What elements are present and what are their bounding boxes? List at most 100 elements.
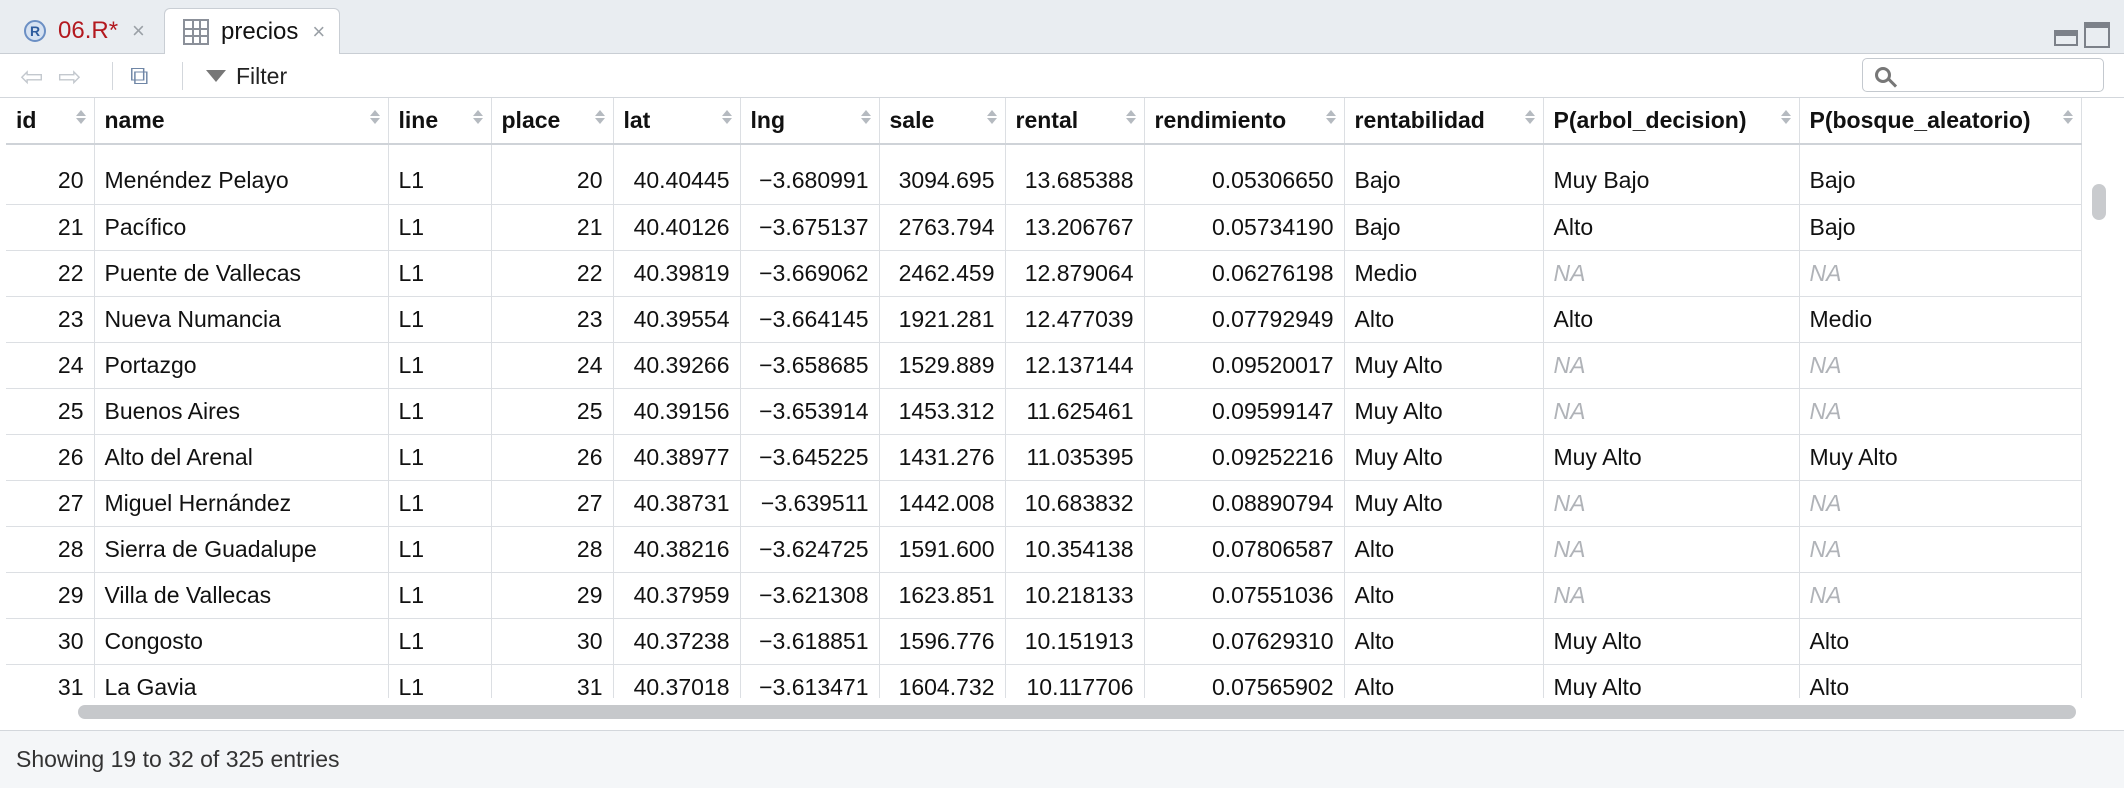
table-row[interactable]: 28 Sierra de Guadalupe L1 28 40.38216 −3.6247… bbox=[6, 526, 2082, 573]
table-cell: 1921.281 bbox=[879, 296, 1006, 343]
table-cell: NA bbox=[1543, 572, 1800, 619]
table-cell: 1604.732 bbox=[879, 664, 1006, 698]
table-row[interactable]: 26 Alto del Arenal L1 26 40.38977 −3.645225 14… bbox=[6, 434, 2082, 481]
table-row[interactable]: 27 Miguel Hernández L1 27 40.38731 −3.639511 1… bbox=[6, 480, 2082, 527]
column-header[interactable]: rental bbox=[1005, 98, 1145, 145]
table-cell: 25 bbox=[6, 388, 95, 435]
column-header[interactable]: id bbox=[6, 98, 95, 145]
sort-icon[interactable] bbox=[986, 110, 997, 124]
table-row[interactable]: 31 La Gavia L1 31 40.37018 −3.613471 1604.732 1… bbox=[6, 664, 2082, 698]
table-cell: Alto bbox=[1543, 204, 1800, 251]
back-arrow-icon[interactable]: ⇦ bbox=[20, 60, 44, 92]
table-row[interactable]: 20 Menéndez Pelayo L1 20 40.40445 −3.680991 30… bbox=[6, 158, 2082, 205]
editor-tab-bar: R 06.R* × precios × bbox=[0, 0, 2124, 55]
sort-icon[interactable] bbox=[1780, 110, 1791, 124]
column-header[interactable]: lat bbox=[613, 98, 741, 145]
table-cell: Portazgo bbox=[94, 342, 389, 389]
table-cell: 12.137144 bbox=[1005, 342, 1145, 389]
column-header-label: line bbox=[398, 107, 439, 133]
table-cell: La Gavia bbox=[94, 664, 389, 698]
scroll-offset-row bbox=[6, 144, 2082, 158]
sort-icon[interactable] bbox=[860, 110, 871, 124]
sort-icon[interactable] bbox=[1325, 110, 1336, 124]
table-cell: Muy Alto bbox=[1543, 434, 1800, 481]
column-header[interactable]: lng bbox=[740, 98, 880, 145]
data-table: id name line place lat lng sale rental rendimien… bbox=[6, 98, 2082, 698]
table-cell: 1623.851 bbox=[879, 572, 1006, 619]
table-cell: 28 bbox=[491, 526, 614, 573]
table-cell: Alto bbox=[1799, 618, 2082, 665]
sort-icon[interactable] bbox=[75, 110, 86, 124]
minimize-pane-icon[interactable] bbox=[2054, 30, 2078, 46]
table-row[interactable]: 22 Puente de Vallecas L1 22 40.39819 −3.66906… bbox=[6, 250, 2082, 297]
maximize-pane-icon[interactable] bbox=[2084, 22, 2110, 48]
table-row[interactable]: 30 Congosto L1 30 40.37238 −3.618851 1596.776 1… bbox=[6, 618, 2082, 665]
data-viewer-table: id name line place lat lng sale rental rendimien… bbox=[6, 98, 2088, 698]
column-header[interactable]: place bbox=[491, 98, 614, 145]
column-header[interactable]: rendimiento bbox=[1144, 98, 1345, 145]
table-cell: 40.40445 bbox=[613, 158, 741, 205]
sort-icon[interactable] bbox=[472, 110, 483, 124]
table-cell: 40.38977 bbox=[613, 434, 741, 481]
sort-icon[interactable] bbox=[1524, 110, 1535, 124]
toolbar-divider bbox=[182, 62, 183, 90]
sort-icon[interactable] bbox=[2062, 110, 2073, 124]
table-cell: Nueva Numancia bbox=[94, 296, 389, 343]
popout-window-icon[interactable]: ⧉ bbox=[130, 60, 149, 90]
table-cell: 0.08890794 bbox=[1144, 480, 1345, 527]
column-header-label: lat bbox=[623, 107, 651, 133]
column-header-label: P(bosque_aleatorio) bbox=[1809, 107, 2031, 133]
close-icon[interactable]: × bbox=[132, 18, 145, 43]
table-cell: 22 bbox=[491, 250, 614, 297]
search-icon bbox=[1875, 67, 1891, 83]
column-header[interactable]: name bbox=[94, 98, 389, 145]
table-cell: Alto bbox=[1344, 618, 1544, 665]
table-cell: 0.09599147 bbox=[1144, 388, 1345, 435]
table-cell: 1453.312 bbox=[879, 388, 1006, 435]
sort-icon[interactable] bbox=[1125, 110, 1136, 124]
table-cell: L1 bbox=[388, 204, 492, 251]
close-icon[interactable]: × bbox=[312, 19, 326, 44]
table-row[interactable]: 24 Portazgo L1 24 40.39266 −3.658685 1529.889 1… bbox=[6, 342, 2082, 389]
column-header[interactable]: P(bosque_aleatorio) bbox=[1799, 98, 2082, 145]
tab-precios[interactable]: precios × bbox=[164, 8, 340, 55]
sort-icon[interactable] bbox=[369, 110, 380, 124]
table-cell: Sierra de Guadalupe bbox=[94, 526, 389, 573]
table-row[interactable]: 29 Villa de Vallecas L1 29 40.37959 −3.621308… bbox=[6, 572, 2082, 619]
vertical-scrollbar[interactable] bbox=[2092, 184, 2106, 220]
sort-icon[interactable] bbox=[721, 110, 732, 124]
table-cell: NA bbox=[1799, 480, 2082, 527]
table-cell: Villa de Vallecas bbox=[94, 572, 389, 619]
table-cell: 21 bbox=[6, 204, 95, 251]
table-cell: −3.653914 bbox=[740, 388, 880, 435]
sort-icon[interactable] bbox=[594, 110, 605, 124]
toolbar-divider bbox=[112, 62, 113, 90]
column-header-label: rentabilidad bbox=[1354, 107, 1485, 133]
table-row[interactable]: 21 Pacífico L1 21 40.40126 −3.675137 2763.794 1… bbox=[6, 204, 2082, 251]
table-cell bbox=[1799, 144, 2082, 158]
table-cell: 0.05306650 bbox=[1144, 158, 1345, 205]
forward-arrow-icon[interactable]: ⇨ bbox=[58, 60, 82, 92]
column-header[interactable]: sale bbox=[879, 98, 1006, 145]
table-cell: 0.07565902 bbox=[1144, 664, 1345, 698]
column-header[interactable]: rentabilidad bbox=[1344, 98, 1544, 145]
column-header[interactable]: line bbox=[388, 98, 492, 145]
table-cell: 10.354138 bbox=[1005, 526, 1145, 573]
table-row[interactable]: 25 Buenos Aires L1 25 40.39156 −3.653914 1453.… bbox=[6, 388, 2082, 435]
table-cell: L1 bbox=[388, 158, 492, 205]
table-cell: 23 bbox=[6, 296, 95, 343]
table-cell: 40.39156 bbox=[613, 388, 741, 435]
horizontal-scrollbar[interactable] bbox=[78, 705, 2076, 719]
filter-button[interactable]: Filter bbox=[206, 54, 287, 98]
search-input[interactable] bbox=[1862, 58, 2104, 92]
table-cell: −3.639511 bbox=[740, 480, 880, 527]
column-header[interactable]: P(arbol_decision) bbox=[1543, 98, 1800, 145]
column-header-label: P(arbol_decision) bbox=[1553, 107, 1747, 133]
table-cell: NA bbox=[1799, 250, 2082, 297]
table-row[interactable]: 23 Nueva Numancia L1 23 40.39554 −3.664145 192… bbox=[6, 296, 2082, 343]
column-header-label: id bbox=[16, 107, 37, 133]
tab-06-r[interactable]: R 06.R* × bbox=[14, 8, 160, 54]
table-cell: −3.645225 bbox=[740, 434, 880, 481]
table-cell: 40.37018 bbox=[613, 664, 741, 698]
table-cell: 12.477039 bbox=[1005, 296, 1145, 343]
